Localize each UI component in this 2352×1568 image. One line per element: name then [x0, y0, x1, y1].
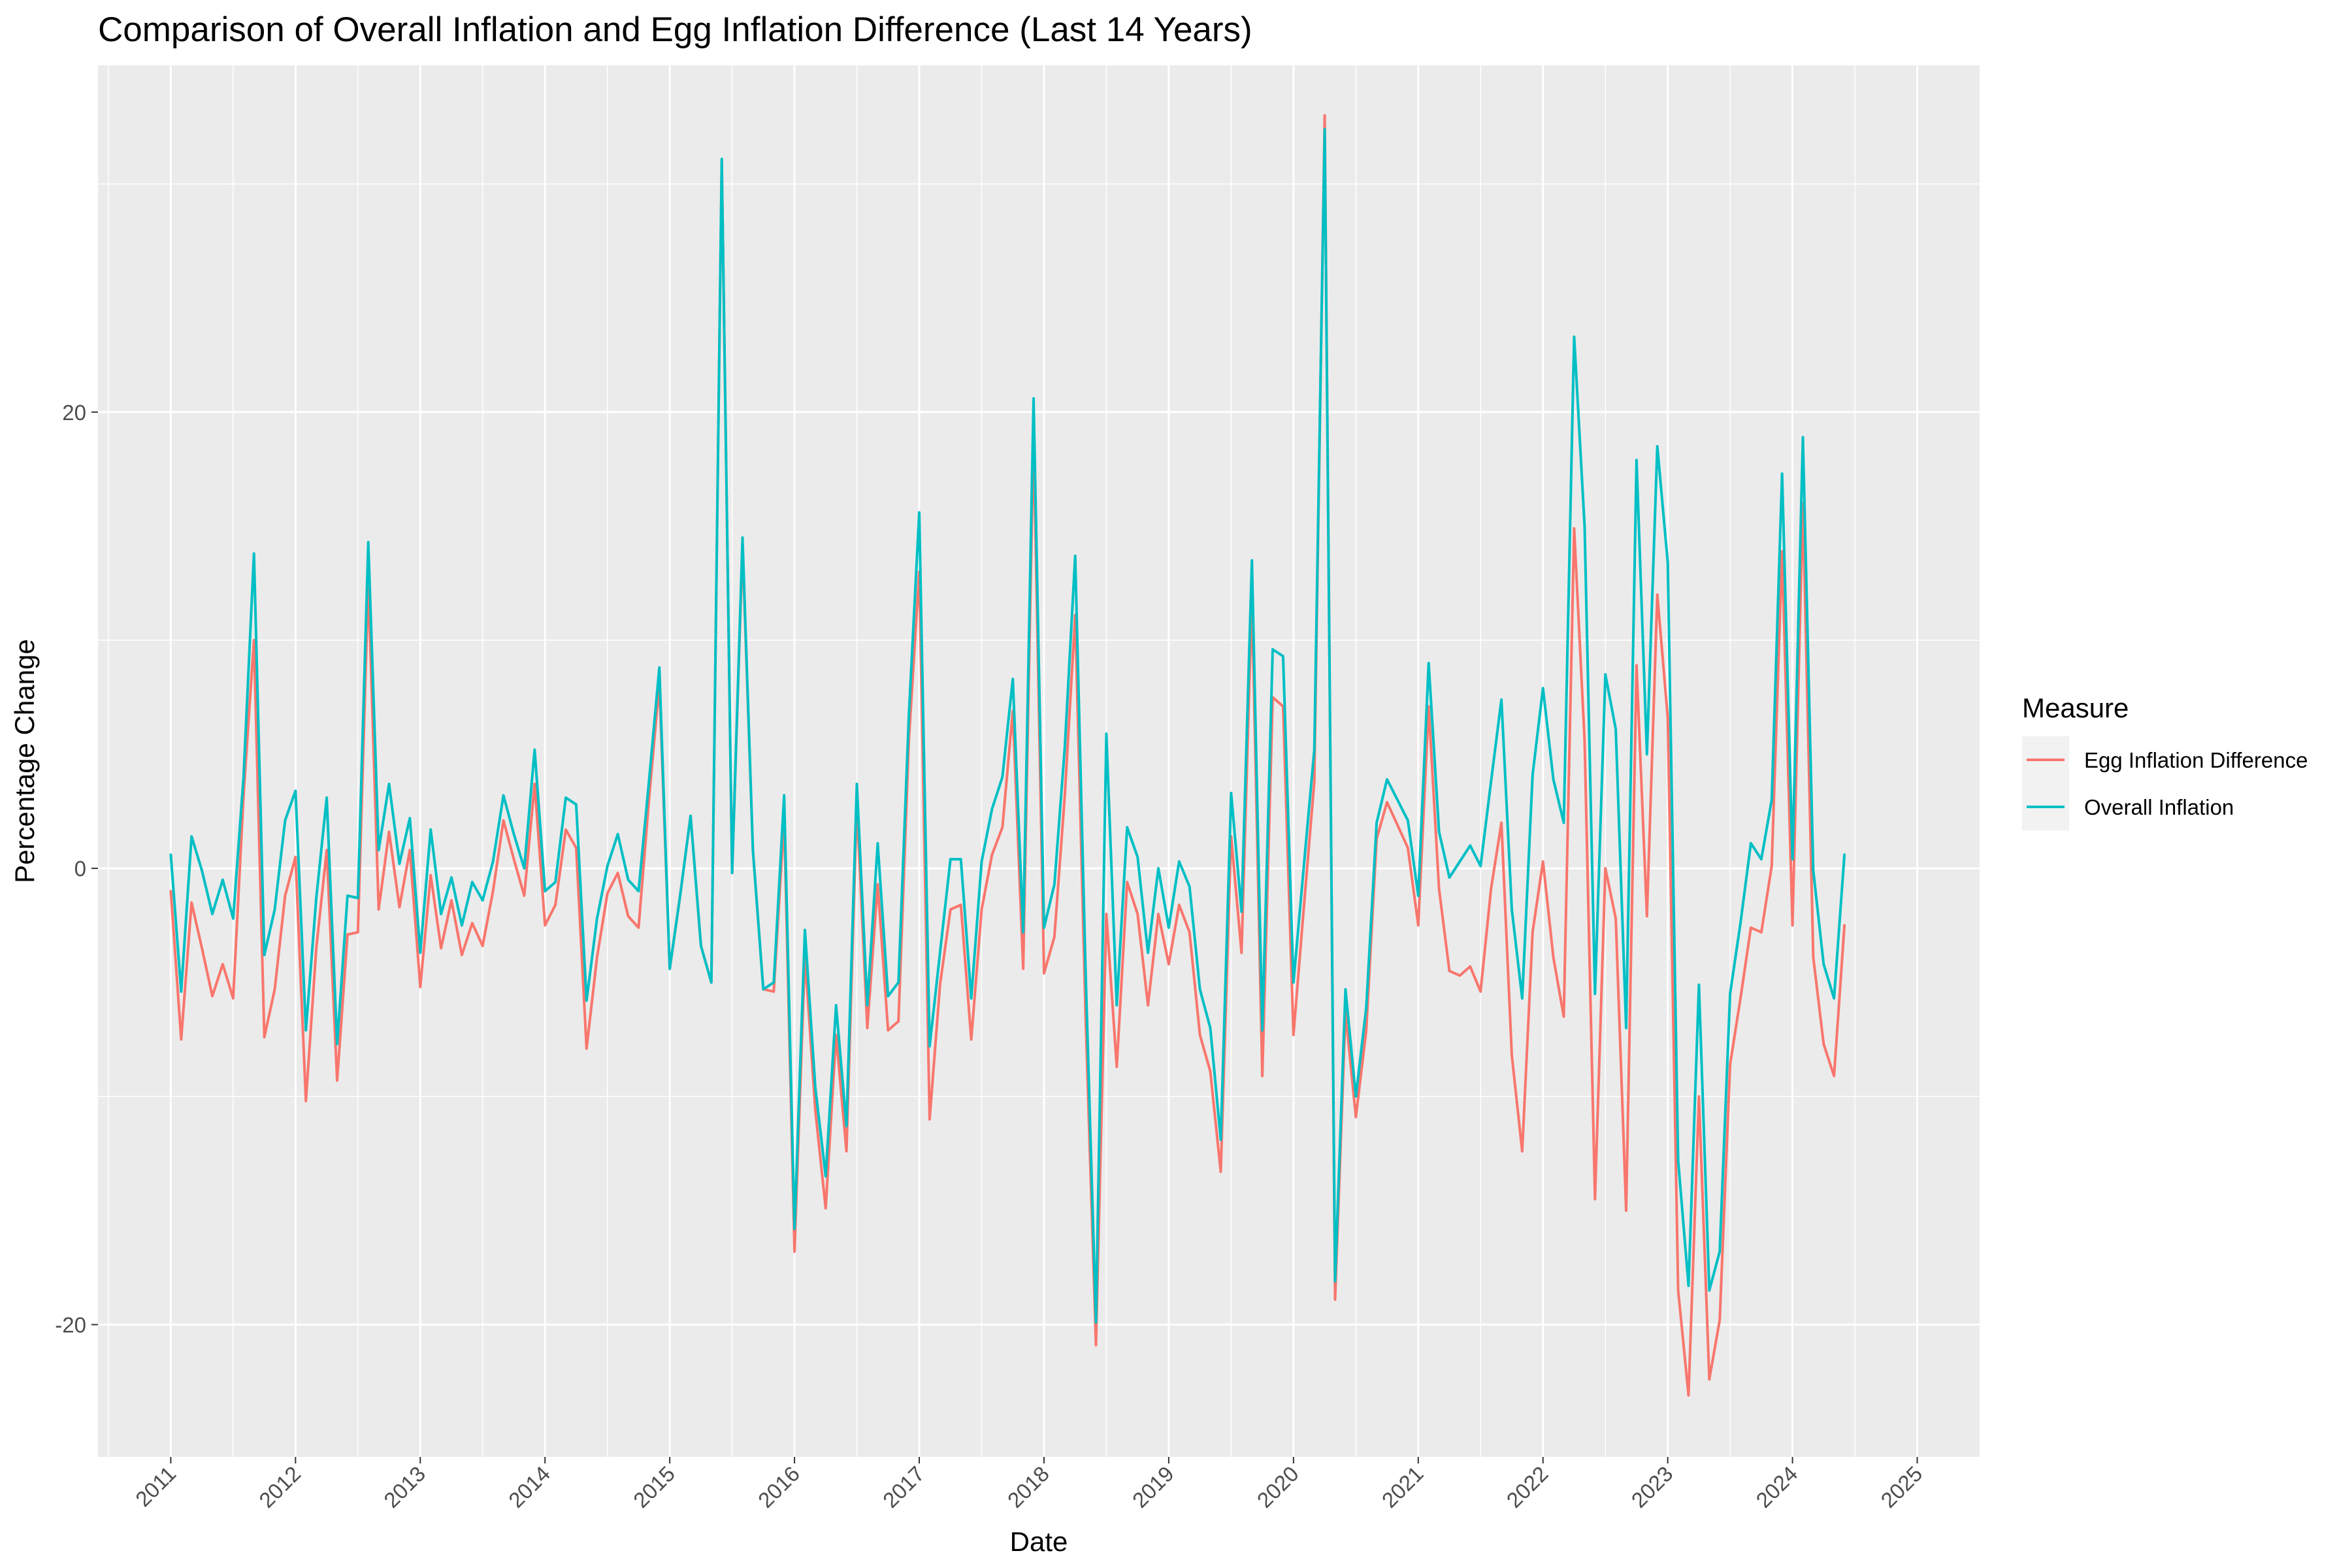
legend-label: Overall Inflation [2084, 795, 2234, 819]
x-tick-label: 2017 [878, 1462, 929, 1512]
x-tick-label: 2016 [753, 1462, 804, 1512]
series-line-1 [169, 127, 1846, 1324]
x-tick-label: 2013 [379, 1462, 430, 1512]
legend-label: Egg Inflation Difference [2084, 748, 2308, 772]
x-tick-label: 2023 [1627, 1462, 1678, 1512]
chart-title: Comparison of Overall Inflation and Egg … [98, 10, 1252, 49]
legend: Measure Egg Inflation Difference Overall … [2022, 693, 2308, 830]
series-layer [169, 114, 1846, 1397]
x-tick-label: 2024 [1751, 1462, 1802, 1512]
y-tick-label: 20 [62, 400, 86, 425]
x-tick-label: 2020 [1252, 1462, 1303, 1512]
y-axis: -20 0 20 [55, 400, 98, 1337]
series-line-0 [169, 114, 1846, 1397]
x-tick-label: 2012 [254, 1462, 305, 1512]
x-tick-label: 2011 [131, 1462, 180, 1511]
x-tick-label: 2018 [1003, 1462, 1054, 1512]
y-tick-label: -20 [55, 1313, 86, 1337]
x-tick-label: 2014 [504, 1462, 555, 1512]
y-axis-title: Percentage Change [9, 639, 40, 883]
x-tick-label: 2019 [1128, 1462, 1179, 1512]
legend-title: Measure [2022, 693, 2129, 723]
grid-lines [98, 65, 1980, 1457]
x-tick-label: 2021 [1377, 1462, 1428, 1512]
y-tick-label: 0 [74, 857, 86, 881]
x-axis-title: Date [1010, 1526, 1068, 1557]
x-tick-label: 2025 [1876, 1462, 1927, 1512]
x-axis: 2011 2012 2013 2014 2015 2016 2017 2018 2019 2020… [131, 1457, 1927, 1512]
x-tick-label: 2015 [629, 1462, 679, 1512]
x-tick-label: 2022 [1502, 1462, 1553, 1512]
